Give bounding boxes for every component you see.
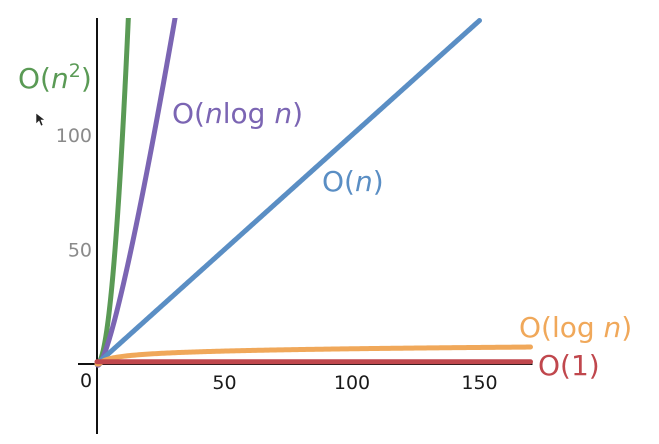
x-tick-label: 150 <box>461 372 497 394</box>
series-line-nlogn <box>94 18 178 368</box>
series-label-n: O(n) <box>322 165 384 198</box>
x-tick-label: 50 <box>212 372 236 394</box>
x-tick-label: 100 <box>334 372 370 394</box>
series-label-logn: O(log n) <box>519 311 632 344</box>
series-line-logn <box>94 344 533 367</box>
series-line-n <box>94 18 482 367</box>
series-label-nlogn: O(nlog n) <box>172 97 303 130</box>
mouse-pointer-icon <box>35 112 46 127</box>
series-labels: O(n2) O(nlog n) O(n) O(log n) O(1) <box>18 60 632 382</box>
y-tick-label: 100 <box>56 125 92 147</box>
series-label-n2: O(n2) <box>18 60 92 95</box>
y-tick-label: 50 <box>68 240 92 262</box>
tick-labels: 0 50 100 150 50 100 <box>56 125 498 394</box>
series-lines <box>94 18 533 368</box>
series-label-1: O(1) <box>538 349 600 382</box>
origin-tick-label: 0 <box>80 370 92 392</box>
